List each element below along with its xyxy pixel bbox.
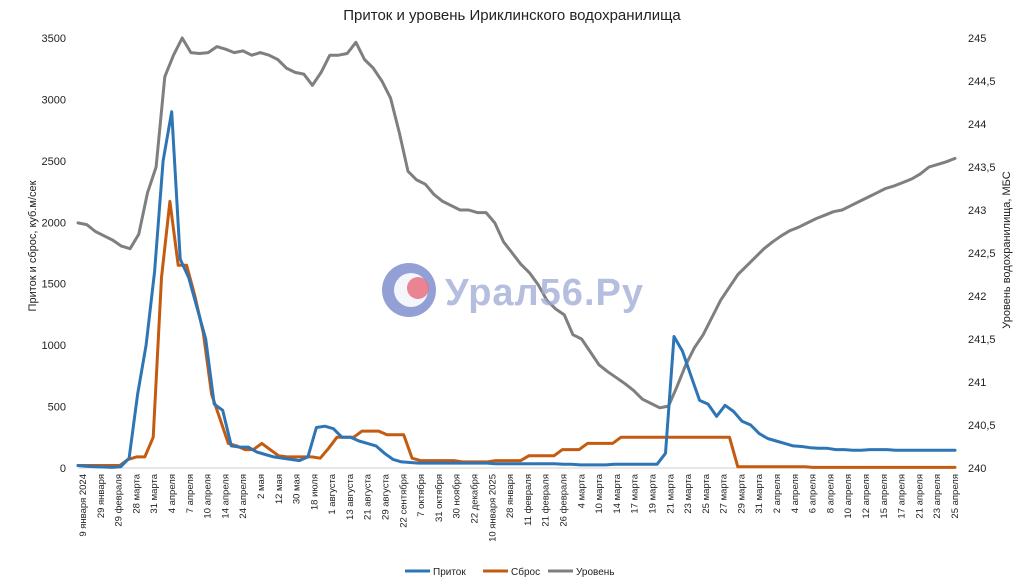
right-y-tick-label: 244,5 (968, 76, 996, 88)
legend-label-inflow: Приток (433, 567, 466, 578)
right-y-tick-label: 243 (968, 205, 986, 217)
series-lines (76, 36, 957, 469)
x-tick-label: 22 сентября (398, 474, 409, 528)
right-y-tick-label: 244 (968, 119, 986, 131)
left-y-tick-label: 1000 (42, 340, 66, 352)
x-tick-label: 14 марта (612, 473, 623, 513)
right-y-axis-title: Уровень водохранилища, МБС (1001, 171, 1013, 328)
left-y-tick-label: 3000 (42, 94, 66, 106)
x-tick-label: 10 апреля (843, 474, 854, 519)
x-tick-label: 21 августа (363, 473, 374, 520)
x-tick-label: 29 февраля (114, 474, 125, 527)
x-tick-label: 18 июля (309, 474, 320, 510)
left-y-tick-label: 2000 (42, 217, 66, 229)
x-tick-label: 29 января (96, 474, 107, 518)
x-tick-label: 21 марта (665, 473, 676, 513)
right-y-tick-label: 242,5 (968, 248, 996, 260)
x-tick-label: 9 января 2024 (78, 474, 89, 537)
x-tick-label: 6 апреля (808, 474, 819, 513)
legend-label-discharge: Сброс (511, 566, 540, 578)
x-tick-label: 2 мая (256, 474, 267, 499)
right-y-tick-label: 241 (968, 377, 986, 389)
x-tick-label: 8 апреля (825, 474, 836, 513)
series-line-discharge (76, 199, 957, 469)
x-tick-label: 10 апреля (203, 474, 214, 519)
x-tick-label: 29 августа (381, 473, 392, 520)
x-tick-label: 19 марта (647, 473, 658, 513)
x-axis: 9 января 2024 29 января 29 февраля 28 марта… (78, 473, 961, 542)
watermark-text: Урал56.Ру (445, 272, 644, 314)
x-tick-label: 17 апреля (897, 474, 908, 519)
x-tick-label: 13 августа (345, 473, 356, 520)
right-y-tick-label: 240 (968, 463, 986, 475)
x-tick-label: 12 апреля (861, 474, 872, 519)
x-tick-label: 31 марта (149, 473, 160, 513)
left-y-tick-label: 3500 (42, 33, 66, 45)
x-tick-label: 30 ноября (452, 474, 463, 519)
left-y-tick-label: 1500 (42, 279, 66, 291)
watermark-logo-dot (407, 277, 429, 299)
right-y-tick-label: 240,5 (968, 420, 996, 432)
x-tick-label: 7 апреля (185, 474, 196, 513)
x-tick-label: 25 марта (701, 473, 712, 513)
right-y-tick-label: 242 (968, 291, 986, 303)
x-tick-label: 24 апреля (238, 474, 249, 519)
x-tick-label: 12 мая (274, 474, 285, 504)
x-tick-label: 31 марта (754, 473, 765, 513)
x-tick-label: 28 января (505, 474, 516, 518)
right-y-tick-label: 243,5 (968, 162, 996, 174)
x-tick-label: 11 февраля (523, 474, 534, 526)
x-tick-label: 29 марта (736, 473, 747, 513)
chart-title: Приток и уровень Ириклинского водохранил… (343, 7, 681, 24)
x-tick-label: 4 апреля (790, 474, 801, 513)
series-line-level (76, 36, 957, 410)
left-y-axis-title: Приток и сброс, куб.м/сек (27, 180, 39, 311)
x-tick-label: 23 апреля (932, 474, 943, 519)
x-tick-label: 22 декабря (470, 474, 481, 523)
left-y-tick-label: 2500 (42, 156, 66, 168)
x-tick-label: 4 марта (576, 473, 587, 508)
x-tick-label: 23 марта (683, 473, 694, 513)
x-tick-label: 26 февраля (558, 474, 569, 527)
right-y-tick-label: 241,5 (968, 334, 996, 346)
x-tick-label: 15 апреля (879, 474, 890, 519)
x-tick-label: 30 мая (292, 474, 303, 504)
legend: Приток Сброс Уровень (405, 566, 615, 578)
left-y-tick-label: 500 (48, 402, 66, 414)
x-tick-label: 21 апреля (914, 474, 925, 519)
legend-label-level: Уровень (576, 567, 615, 578)
left-y-tick-label: 0 (60, 463, 66, 475)
x-tick-label: 2 апреля (772, 474, 783, 513)
series-line-inflow (76, 110, 957, 469)
x-tick-label: 28 марта (131, 473, 142, 513)
x-tick-label: 25 апреля (950, 474, 961, 519)
x-tick-label: 4 апреля (167, 474, 178, 513)
left-y-axis: 0 500 1000 1500 2000 2500 3000 3500 (42, 33, 66, 475)
x-tick-label: 14 апреля (220, 474, 231, 519)
right-y-axis: 240 240,5 241 241,5 242 242,5 243 243,5 244 244,5… (968, 33, 996, 475)
x-tick-label: 1 августа (327, 473, 338, 514)
x-tick-label: 17 марта (630, 473, 641, 513)
x-tick-label: 31 октября (434, 474, 445, 522)
right-y-tick-label: 245 (968, 33, 986, 45)
watermark: Урал56.Ру (382, 263, 644, 317)
x-tick-label: 10 марта (594, 473, 605, 513)
x-tick-label: 7 октября (416, 474, 427, 517)
x-tick-label: 27 марта (719, 473, 730, 513)
x-tick-label: 10 января 2025 (487, 474, 498, 542)
x-tick-label: 21 февраля (541, 474, 552, 527)
